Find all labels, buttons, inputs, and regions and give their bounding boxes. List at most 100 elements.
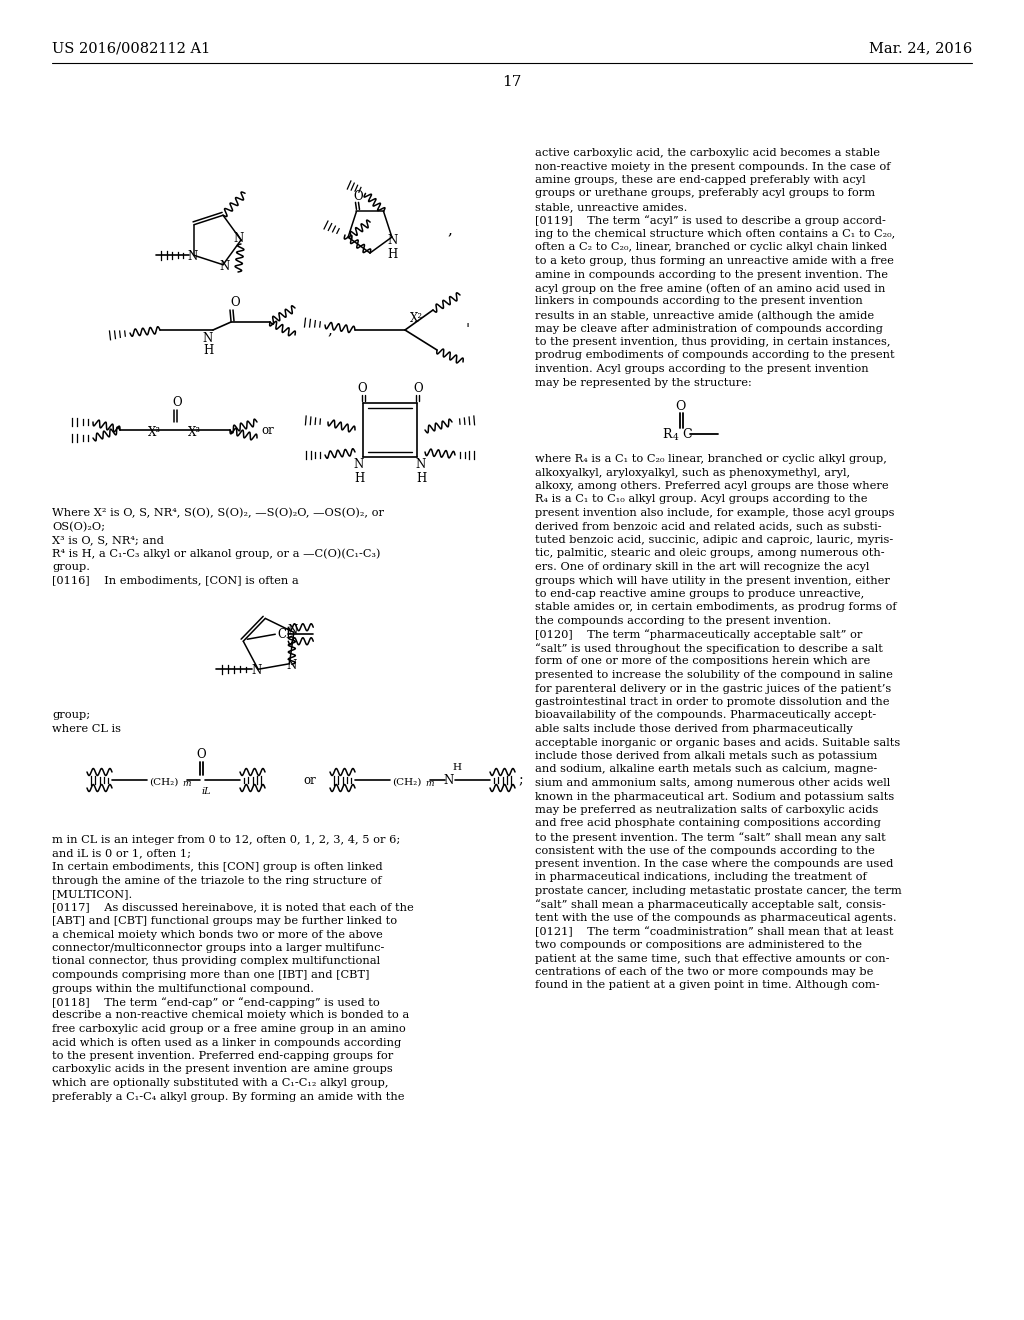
Text: m: m	[425, 780, 433, 788]
Text: groups or urethane groups, preferably acyl groups to form: groups or urethane groups, preferably ac…	[535, 189, 876, 198]
Text: the compounds according to the present invention.: the compounds according to the present i…	[535, 616, 831, 626]
Text: may be cleave after administration of compounds according: may be cleave after administration of co…	[535, 323, 883, 334]
Text: m: m	[182, 780, 190, 788]
Text: preferably a C₁-C₄ alkyl group. By forming an amide with the: preferably a C₁-C₄ alkyl group. By formi…	[52, 1092, 404, 1101]
Text: prostate cancer, including metastatic prostate cancer, the term: prostate cancer, including metastatic pr…	[535, 886, 902, 896]
Text: Mar. 24, 2016: Mar. 24, 2016	[868, 41, 972, 55]
Text: O: O	[197, 748, 206, 762]
Text: N: N	[251, 664, 261, 677]
Text: ers. One of ordinary skill in the art will recognize the acyl: ers. One of ordinary skill in the art wi…	[535, 562, 869, 572]
Text: derived from benzoic acid and related acids, such as substi-: derived from benzoic acid and related ac…	[535, 521, 882, 532]
Text: N: N	[354, 458, 365, 471]
Text: O: O	[230, 296, 240, 309]
Text: N: N	[443, 774, 454, 787]
Text: groups which will have utility in the present invention, either: groups which will have utility in the pr…	[535, 576, 890, 586]
Text: tional connector, thus providing complex multifunctional: tional connector, thus providing complex…	[52, 957, 380, 966]
Text: N: N	[203, 331, 213, 345]
Text: [0118]    The term “end-cap” or “end-capping” is used to: [0118] The term “end-cap” or “end-cappin…	[52, 997, 380, 1007]
Text: H: H	[203, 345, 213, 358]
Text: to a keto group, thus forming an unreactive amide with a free: to a keto group, thus forming an unreact…	[535, 256, 894, 267]
Text: presented to increase the solubility of the compound in saline: presented to increase the solubility of …	[535, 671, 893, 680]
Text: free carboxylic acid group or a free amine group in an amino: free carboxylic acid group or a free ami…	[52, 1024, 406, 1034]
Text: groups within the multifunctional compound.: groups within the multifunctional compou…	[52, 983, 314, 994]
Text: patient at the same time, such that effective amounts or con-: patient at the same time, such that effe…	[535, 953, 890, 964]
Text: form of one or more of the compositions herein which are: form of one or more of the compositions …	[535, 656, 870, 667]
Text: acid which is often used as a linker in compounds according: acid which is often used as a linker in …	[52, 1038, 401, 1048]
Text: H: H	[354, 471, 365, 484]
Text: describe a non-reactive chemical moiety which is bonded to a: describe a non-reactive chemical moiety …	[52, 1011, 410, 1020]
Text: O: O	[353, 190, 364, 203]
Text: N: N	[233, 232, 244, 246]
Text: to the present invention. Preferred end-capping groups for: to the present invention. Preferred end-…	[52, 1051, 393, 1061]
Text: H: H	[388, 248, 398, 260]
Text: [0119]    The term “acyl” is used to describe a group accord-: [0119] The term “acyl” is used to descri…	[535, 215, 886, 226]
Text: stable amides or, in certain embodiments, as prodrug forms of: stable amides or, in certain embodiments…	[535, 602, 897, 612]
Text: present invention also include, for example, those acyl groups: present invention also include, for exam…	[535, 508, 895, 517]
Text: N: N	[287, 659, 297, 672]
Text: CL: CL	[278, 628, 294, 640]
Text: OS(O)₂O;: OS(O)₂O;	[52, 521, 105, 532]
Text: Where X² is O, S, NR⁴, S(O), S(O)₂, —S(O)₂O, —OS(O)₂, or: Where X² is O, S, NR⁴, S(O), S(O)₂, —S(O…	[52, 508, 384, 519]
Text: In certain embodiments, this [CON] group is often linked: In certain embodiments, this [CON] group…	[52, 862, 383, 873]
Text: gastrointestinal tract in order to promote dissolution and the: gastrointestinal tract in order to promo…	[535, 697, 890, 708]
Text: sium and ammonium salts, among numerous other acids well: sium and ammonium salts, among numerous …	[535, 777, 890, 788]
Text: [0121]    The term “coadministration” shall mean that at least: [0121] The term “coadministration” shall…	[535, 927, 894, 937]
Text: found in the patient at a given point in time. Although com-: found in the patient at a given point in…	[535, 981, 880, 990]
Text: “salt” shall mean a pharmaceutically acceptable salt, consis-: “salt” shall mean a pharmaceutically acc…	[535, 899, 886, 911]
Text: m in CL is an integer from 0 to 12, often 0, 1, 2, 3, 4, 5 or 6;: m in CL is an integer from 0 to 12, ofte…	[52, 836, 400, 845]
Text: “salt” is used throughout the specification to describe a salt: “salt” is used throughout the specificat…	[535, 643, 883, 653]
Text: alkoxy, among others. Preferred acyl groups are those where: alkoxy, among others. Preferred acyl gro…	[535, 480, 889, 491]
Text: amine in compounds according to the present invention. The: amine in compounds according to the pres…	[535, 269, 888, 280]
Text: N: N	[388, 234, 398, 247]
Text: [0116]    In embodiments, [CON] is often a: [0116] In embodiments, [CON] is often a	[52, 576, 299, 586]
Text: O: O	[357, 383, 367, 396]
Text: carboxylic acids in the present invention are amine groups: carboxylic acids in the present inventio…	[52, 1064, 393, 1074]
Text: X³: X³	[188, 425, 202, 438]
Text: in pharmaceutical indications, including the treatment of: in pharmaceutical indications, including…	[535, 873, 866, 883]
Text: X²: X²	[411, 312, 424, 325]
Text: which are optionally substituted with a C₁-C₁₂ alkyl group,: which are optionally substituted with a …	[52, 1078, 388, 1088]
Text: include those derived from alkali metals such as potassium: include those derived from alkali metals…	[535, 751, 878, 762]
Text: ;: ;	[519, 774, 523, 787]
Text: through the amine of the triazole to the ring structure of: through the amine of the triazole to the…	[52, 875, 382, 886]
Text: and free acid phosphate containing compositions according: and free acid phosphate containing compo…	[535, 818, 881, 829]
Text: O: O	[675, 400, 685, 412]
Text: active carboxylic acid, the carboxylic acid becomes a stable: active carboxylic acid, the carboxylic a…	[535, 148, 880, 158]
Text: and iL is 0 or 1, often 1;: and iL is 0 or 1, often 1;	[52, 849, 191, 858]
Text: ing to the chemical structure which often contains a C₁ to C₂₀,: ing to the chemical structure which ofte…	[535, 228, 895, 239]
Text: (CH₂): (CH₂)	[392, 777, 421, 787]
Text: R₄ is a C₁ to C₁₀ alkyl group. Acyl groups according to the: R₄ is a C₁ to C₁₀ alkyl group. Acyl grou…	[535, 495, 867, 504]
Text: ,: ,	[328, 323, 333, 337]
Text: where R₄ is a C₁ to C₂₀ linear, branched or cyclic alkyl group,: where R₄ is a C₁ to C₂₀ linear, branched…	[535, 454, 887, 465]
Text: N: N	[416, 458, 426, 471]
Text: known in the pharmaceutical art. Sodium and potassium salts: known in the pharmaceutical art. Sodium …	[535, 792, 894, 801]
Text: compounds comprising more than one [IBT] and [CBT]: compounds comprising more than one [IBT]…	[52, 970, 370, 979]
Text: able salts include those derived from pharmaceutically: able salts include those derived from ph…	[535, 723, 853, 734]
Text: invention. Acyl groups according to the present invention: invention. Acyl groups according to the …	[535, 364, 868, 374]
Text: for parenteral delivery or in the gastric juices of the patient’s: for parenteral delivery or in the gastri…	[535, 684, 891, 693]
Text: N: N	[288, 624, 298, 636]
Text: (CH₂): (CH₂)	[150, 777, 178, 787]
Text: or: or	[261, 424, 274, 437]
Text: C: C	[682, 428, 691, 441]
Text: acyl group on the free amine (often of an amino acid used in: acyl group on the free amine (often of a…	[535, 282, 886, 293]
Text: tuted benzoic acid, succinic, adipic and caproic, lauric, myris-: tuted benzoic acid, succinic, adipic and…	[535, 535, 893, 545]
Text: bioavailability of the compounds. Pharmaceutically accept-: bioavailability of the compounds. Pharma…	[535, 710, 877, 721]
Text: X³ is O, S, NR⁴; and: X³ is O, S, NR⁴; and	[52, 535, 164, 545]
Text: R⁴ is H, a C₁-C₃ alkyl or alkanol group, or a —C(O)(C₁-C₃): R⁴ is H, a C₁-C₃ alkyl or alkanol group,…	[52, 549, 381, 560]
Text: N: N	[219, 260, 229, 273]
Text: [MULTICON].: [MULTICON].	[52, 888, 132, 899]
Text: amine groups, these are end-capped preferably with acyl: amine groups, these are end-capped prefe…	[535, 176, 865, 185]
Text: may be preferred as neutralization salts of carboxylic acids: may be preferred as neutralization salts…	[535, 805, 879, 814]
Text: may be represented by the structure:: may be represented by the structure:	[535, 378, 752, 388]
Text: H: H	[416, 471, 426, 484]
Text: alkoxyalkyl, aryloxyalkyl, such as phenoxymethyl, aryl,: alkoxyalkyl, aryloxyalkyl, such as pheno…	[535, 467, 850, 478]
Text: where CL is: where CL is	[52, 723, 121, 734]
Text: linkers in compounds according to the present invention: linkers in compounds according to the pr…	[535, 297, 863, 306]
Text: 4: 4	[673, 433, 679, 442]
Text: iL: iL	[202, 788, 212, 796]
Text: to the present invention, thus providing, in certain instances,: to the present invention, thus providing…	[535, 337, 891, 347]
Text: two compounds or compositions are administered to the: two compounds or compositions are admini…	[535, 940, 862, 950]
Text: X³: X³	[148, 425, 162, 438]
Text: R: R	[662, 428, 672, 441]
